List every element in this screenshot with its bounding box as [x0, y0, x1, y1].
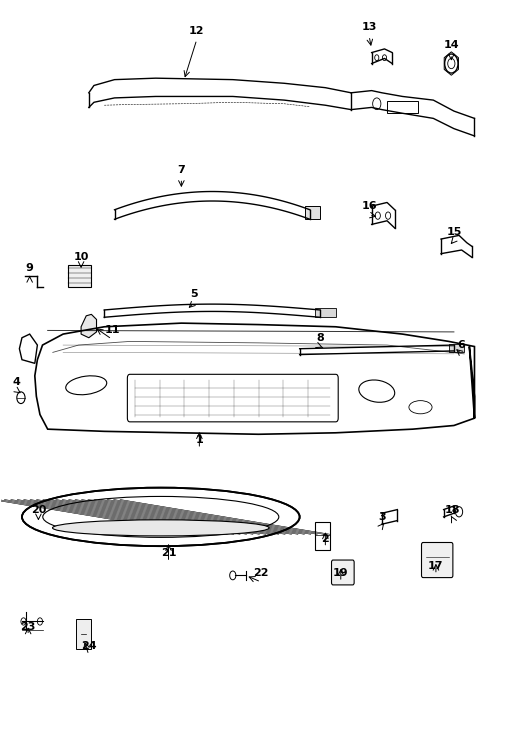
- Bar: [315, 308, 336, 317]
- Text: 1: 1: [195, 435, 203, 445]
- Text: 13: 13: [361, 22, 377, 32]
- Text: 20: 20: [31, 504, 46, 515]
- Text: 21: 21: [161, 548, 176, 559]
- Text: 6: 6: [458, 340, 465, 350]
- Text: 23: 23: [21, 622, 36, 631]
- Bar: [449, 344, 464, 352]
- Text: 3: 3: [378, 512, 386, 522]
- Bar: [68, 265, 92, 286]
- Text: 2: 2: [322, 534, 329, 544]
- FancyBboxPatch shape: [421, 542, 453, 578]
- Text: 18: 18: [445, 504, 460, 515]
- Text: 4: 4: [13, 377, 21, 387]
- Ellipse shape: [53, 520, 269, 536]
- Text: 12: 12: [189, 26, 205, 36]
- Text: 15: 15: [446, 227, 462, 237]
- Text: 8: 8: [316, 333, 324, 343]
- Text: 10: 10: [73, 252, 89, 262]
- Text: 9: 9: [26, 264, 34, 273]
- Text: 17: 17: [428, 561, 444, 571]
- Text: 11: 11: [104, 325, 120, 335]
- FancyBboxPatch shape: [331, 560, 354, 585]
- Text: 19: 19: [333, 568, 348, 578]
- Text: 16: 16: [361, 201, 377, 211]
- Text: 22: 22: [253, 568, 269, 578]
- Text: 14: 14: [444, 40, 459, 50]
- Text: 7: 7: [177, 164, 185, 175]
- Text: 24: 24: [81, 642, 97, 651]
- Polygon shape: [81, 314, 97, 338]
- Bar: [387, 101, 418, 112]
- Bar: [315, 522, 330, 550]
- Bar: [305, 206, 320, 219]
- Bar: [76, 619, 92, 649]
- Text: 5: 5: [190, 289, 198, 299]
